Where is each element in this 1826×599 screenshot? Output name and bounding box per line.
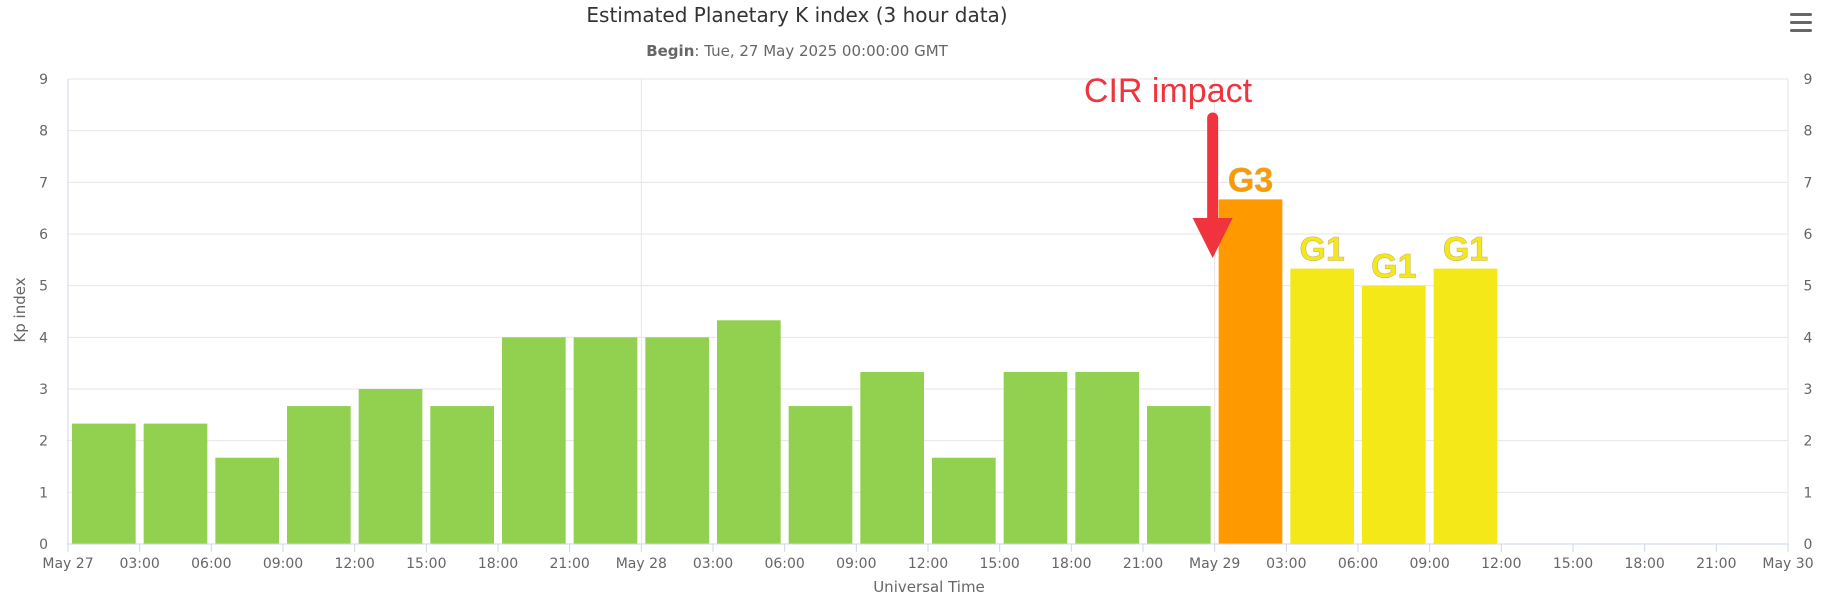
bar-labels: G3 G1 G1 G1 (1228, 161, 1489, 286)
kp-bar (1362, 285, 1426, 544)
kp-bar (502, 337, 566, 544)
y-tick-label: 6 (39, 227, 48, 243)
kp-bar (1075, 371, 1139, 544)
y-tick-label: 7 (39, 175, 48, 191)
x-tick-label: 15:00 (979, 556, 1019, 572)
x-tick-label: May 30 (1762, 556, 1813, 572)
y-tick-label-right: 4 (1804, 330, 1813, 346)
kp-bar (573, 337, 638, 544)
x-axis-title: Universal Time (873, 578, 985, 596)
x-tick-label: 18:00 (1624, 556, 1664, 572)
x-tick-label: May 27 (42, 556, 93, 572)
y-tick-label-right: 9 (1804, 72, 1813, 88)
x-tick-label: 03:00 (119, 556, 159, 572)
hamburger-menu-icon[interactable] (1790, 13, 1812, 32)
y-tick-label: 8 (39, 124, 48, 140)
kp-bar (1147, 406, 1211, 544)
kp-bar (358, 389, 423, 544)
kp-bar (860, 371, 924, 544)
y-tick-label-right: 5 (1804, 279, 1813, 295)
kp-bar (788, 406, 853, 544)
x-tick-label: 21:00 (1123, 556, 1163, 572)
y-tick-label: 0 (39, 537, 48, 553)
x-tick-label: 12:00 (334, 556, 374, 572)
kp-bar (932, 457, 996, 544)
chart-menu-button[interactable] (1786, 6, 1820, 40)
y-tick-label-right: 2 (1804, 434, 1813, 450)
x-tick-label: 03:00 (693, 556, 733, 572)
x-tick-label: May 28 (616, 556, 667, 572)
y-tick-label: 1 (39, 485, 48, 501)
bars (72, 199, 1498, 544)
x-tick-label: 09:00 (836, 556, 876, 572)
y-tick-label: 5 (39, 279, 48, 295)
annotation: CIR impact (1084, 72, 1253, 258)
kp-bar (287, 406, 351, 544)
chart-subtitle: Begin: Tue, 27 May 2025 00:00:00 GMT (646, 42, 948, 60)
x-tick-label: 21:00 (1696, 556, 1736, 572)
annotation-text: CIR impact (1084, 72, 1253, 110)
subtitle-value: : Tue, 27 May 2025 00:00:00 GMT (694, 42, 948, 60)
x-tick-label: 03:00 (1266, 556, 1306, 572)
x-tick-label: 09:00 (263, 556, 303, 572)
kp-bar (645, 337, 709, 544)
kp-bar (1003, 371, 1068, 544)
x-tick-label: 09:00 (1409, 556, 1449, 572)
x-tick-label: 06:00 (1338, 556, 1378, 572)
y-tick-label-right: 6 (1804, 227, 1813, 243)
storm-level-label: G1 (1371, 248, 1416, 286)
y-tick-label: 9 (39, 72, 48, 88)
y-tick-label: 3 (39, 382, 48, 398)
subtitle-label: Begin (646, 42, 694, 60)
y-tick-label: 2 (39, 434, 48, 450)
y-axis-title: Kp index (11, 277, 29, 342)
kp-bar (717, 320, 781, 544)
kp-bar (72, 423, 136, 544)
annotation-arrow-head (1192, 218, 1233, 258)
x-tick-label: 12:00 (908, 556, 948, 572)
x-tick-label: 21:00 (549, 556, 589, 572)
kp-bar (1290, 268, 1354, 544)
storm-level-label: G3 (1228, 161, 1273, 199)
x-tick-label: 18:00 (478, 556, 518, 572)
y-tick-label-right: 3 (1804, 382, 1813, 398)
kp-bar (1433, 268, 1498, 544)
axes: 0 0 1 1 2 2 3 3 4 4 5 5 6 6 7 7 8 8 9 9 May 27 03:00 06:00 09:0… (39, 72, 1814, 572)
x-tick-label: 06:00 (764, 556, 804, 572)
x-tick-label: 12:00 (1481, 556, 1521, 572)
storm-level-label: G1 (1443, 231, 1488, 269)
y-tick-label: 4 (39, 330, 48, 346)
x-tick-label: 18:00 (1051, 556, 1091, 572)
storm-level-label: G1 (1299, 231, 1344, 269)
kp-bar (143, 423, 208, 544)
kp-bar (215, 457, 279, 544)
chart-title: Estimated Planetary K index (3 hour data… (586, 3, 1007, 27)
y-tick-label-right: 7 (1804, 175, 1813, 191)
y-tick-label-right: 1 (1804, 485, 1813, 501)
x-tick-label: 06:00 (191, 556, 231, 572)
y-tick-label-right: 8 (1804, 124, 1813, 140)
kp-bar (430, 406, 494, 544)
x-tick-label: 15:00 (406, 556, 446, 572)
kp-bar (1218, 199, 1283, 544)
x-tick-label: 15:00 (1553, 556, 1593, 572)
y-tick-label-right: 0 (1804, 537, 1813, 553)
x-tick-label: May 29 (1189, 556, 1240, 572)
